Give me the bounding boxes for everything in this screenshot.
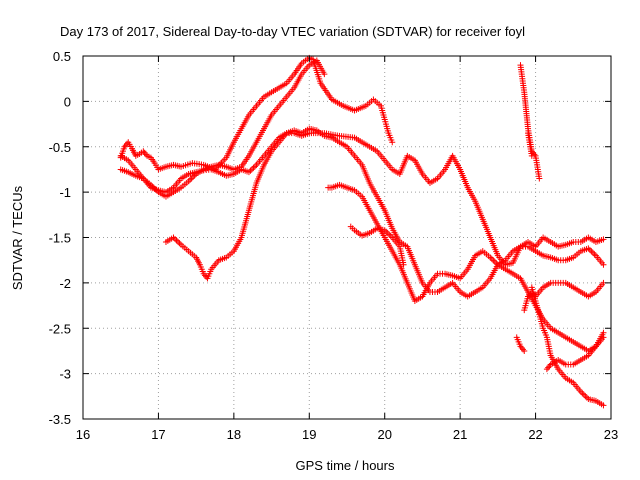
y-tick-label: -1 [59,185,71,200]
x-tick-label: 20 [377,427,391,442]
y-tick-label: -1.5 [49,231,71,246]
series-track-8 [513,334,528,354]
series-track-9 [528,284,607,409]
data-point [521,347,528,354]
x-tick-label: 19 [302,427,316,442]
series-track-12 [525,130,535,159]
data-point [528,152,535,159]
grid [83,56,611,419]
y-tick-label: -2.5 [49,321,71,336]
axes: 16 17 18 19 20 21 22 23 -3.5 -3 -2.5 -2 -1.5 -1 -0.5 0 0… [49,49,619,442]
y-tick-label: -3 [59,367,71,382]
y-tick-label: 0.5 [53,49,71,64]
series-track-6 [347,223,407,268]
x-tick-label: 22 [528,427,542,442]
y-tick-label: -3.5 [49,412,71,427]
data-point [600,329,607,336]
data-point [321,71,328,78]
data-point [600,261,607,268]
x-tick-label: 17 [151,427,165,442]
x-tick-label: 23 [604,427,618,442]
data-point [536,175,543,182]
y-tick-label: -2 [59,276,71,291]
y-axis-label: SDTVAR / TECUs [10,185,25,290]
data-point [400,261,407,268]
x-tick-label: 18 [227,427,241,442]
data-point [389,139,396,146]
x-tick-label: 21 [453,427,467,442]
x-tick-label: 16 [76,427,90,442]
series-track-10 [543,329,607,373]
chart-title: Day 173 of 2017, Sidereal Day-to-day VTE… [60,24,525,39]
data-point [600,236,607,243]
y-tick-label: 0 [64,94,71,109]
x-axis-label: GPS time / hours [296,458,395,473]
data-points [117,54,607,409]
y-tick-label: -0.5 [49,140,71,155]
data-point [600,402,607,409]
series-track-4 [162,125,607,300]
